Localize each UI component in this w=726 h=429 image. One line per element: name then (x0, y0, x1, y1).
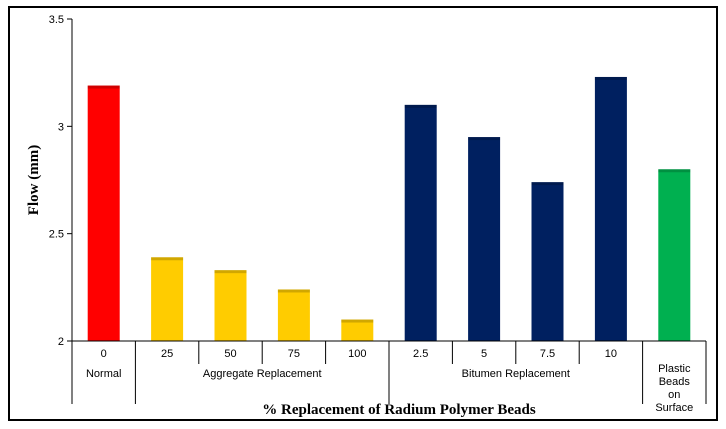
group-label-1: Aggregate Replacement (203, 368, 322, 380)
group-label-0: Normal (86, 368, 121, 380)
group-label-3-line-2: on (668, 389, 680, 401)
group-label-3-line-3: Surface (655, 402, 693, 414)
y-tick-label-3: 3.5 (49, 14, 64, 26)
bar-top-9 (658, 169, 691, 173)
y-axis-title: Flow (mm) (26, 145, 42, 215)
x-tick-label-3: 75 (288, 348, 300, 360)
x-tick-label-8: 10 (605, 348, 617, 360)
bar-top-2 (214, 270, 247, 274)
bar-top-7 (531, 182, 564, 186)
bar-2 (214, 270, 247, 341)
bar-1 (151, 257, 184, 341)
bar-top-5 (404, 104, 437, 108)
x-tick-label-0: 0 (101, 348, 107, 360)
y-tick-label-0: 2 (58, 336, 64, 348)
x-tick-label-1: 25 (161, 348, 173, 360)
group-label-3-line-1: Beads (659, 376, 691, 388)
x-tick-label-7: 7.5 (540, 348, 555, 360)
group-label-3-line-0: Plastic (658, 363, 691, 375)
bar-top-8 (594, 76, 627, 80)
x-tick-label-5: 2.5 (413, 348, 428, 360)
bar-5 (404, 104, 437, 341)
y-tick-label-1: 2.5 (49, 229, 64, 241)
bar-0 (87, 85, 120, 342)
bar-6 (468, 137, 501, 341)
bar-8 (594, 76, 627, 342)
bar-7 (531, 182, 564, 341)
bar-top-1 (151, 257, 184, 261)
bar-top-0 (87, 85, 120, 89)
x-tick-label-2: 50 (224, 348, 236, 360)
bar-top-4 (341, 319, 374, 323)
x-axis-title: % Replacement of Radium Polymer Beads (262, 402, 536, 418)
bar-3 (277, 289, 310, 341)
bar-4 (341, 319, 374, 341)
bar-top-3 (277, 289, 310, 293)
x-tick-label-4: 100 (348, 348, 366, 360)
y-tick-label-2: 3 (58, 121, 64, 133)
bar-9 (658, 169, 691, 341)
bar-top-6 (468, 137, 501, 141)
x-tick-label-6: 5 (481, 348, 487, 360)
group-label-2: Bitumen Replacement (462, 368, 570, 380)
